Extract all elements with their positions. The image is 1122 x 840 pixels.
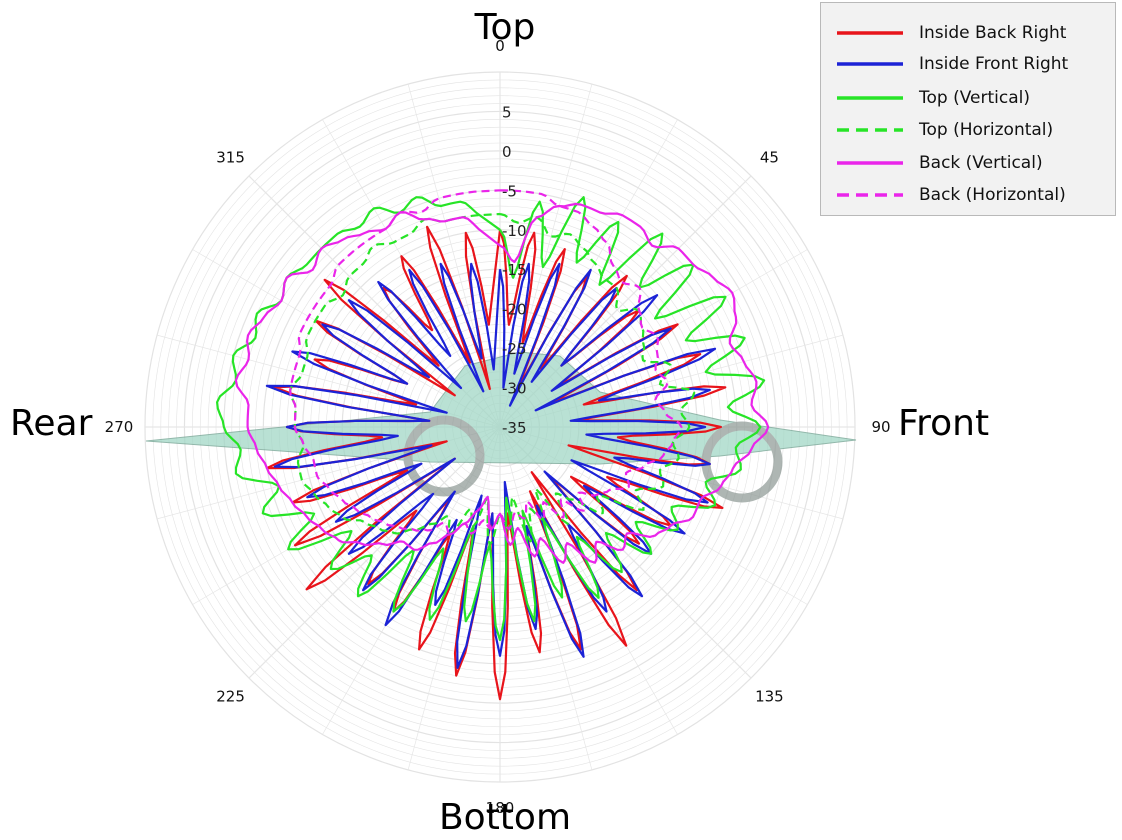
legend-swatch [837,193,903,197]
r-tick-label: 0 [502,143,512,161]
r-tick-label: -30 [502,380,527,398]
vehicle-body [145,351,857,465]
r-tick-label: -35 [502,419,527,437]
theta-tick-label: 225 [216,687,245,705]
r-tick-label: -20 [502,301,527,319]
series-2-line [216,196,766,642]
grid-spoke [499,426,678,735]
grid-spoke [407,426,501,770]
legend-swatch [837,62,903,66]
top-direction-label: Top [474,7,536,48]
series-4-line [234,202,770,564]
legend-item-top-horizontal: Top (Horizontal) [835,115,1053,145]
legend-swatch [837,31,903,35]
series-5-line [289,189,683,536]
bottom-direction-label: Bottom [438,797,572,838]
legend-label: Back (Vertical) [919,153,1043,173]
legend: Inside Back Right Inside Front Right Top… [820,2,1116,216]
front-direction-label: Front [898,403,990,444]
legend-item-inside-back-right: Inside Back Right [835,18,1066,48]
grid-spoke [499,426,752,679]
tick-labels: 5 0 -5 -10 -15 -20 -25 -30 -35 0 45 90 135 180 225 270 3… [105,37,891,817]
legend-swatch [837,96,903,100]
theta-tick-label: 135 [755,687,784,705]
legend-label: Inside Front Right [919,54,1069,74]
r-tick-label: -25 [502,340,527,358]
r-tick-label: -15 [502,261,527,279]
grid-spoke [248,426,501,679]
theta-tick-label: 180 [486,799,515,817]
legend-item-back-vertical: Back (Vertical) [835,148,1043,178]
theta-tick-label: 315 [216,149,245,167]
theta-tick-label: 45 [760,149,779,167]
legend-label: Back (Horizontal) [919,185,1066,205]
legend-label: Top (Vertical) [919,88,1030,108]
vehicle-rear-wheel [403,415,485,497]
rear-direction-label: Rear [10,403,93,444]
legend-swatch [837,161,903,165]
theta-tick-label: 270 [105,418,134,436]
r-tick-label: -5 [502,182,517,200]
legend-swatch [837,128,903,132]
legend-item-top-vertical: Top (Vertical) [835,83,1030,113]
legend-item-back-horizontal: Back (Horizontal) [835,180,1066,210]
legend-label: Top (Horizontal) [919,120,1054,140]
grid-spoke [499,426,593,770]
series-layer [216,189,770,701]
theta-tick-label: 0 [495,37,505,55]
r-tick-label: -10 [502,222,527,240]
r-tick-label: 5 [502,103,512,121]
legend-item-inside-front-right: Inside Front Right [835,49,1068,79]
theta-tick-label: 90 [871,418,890,436]
legend-label: Inside Back Right [919,23,1067,43]
